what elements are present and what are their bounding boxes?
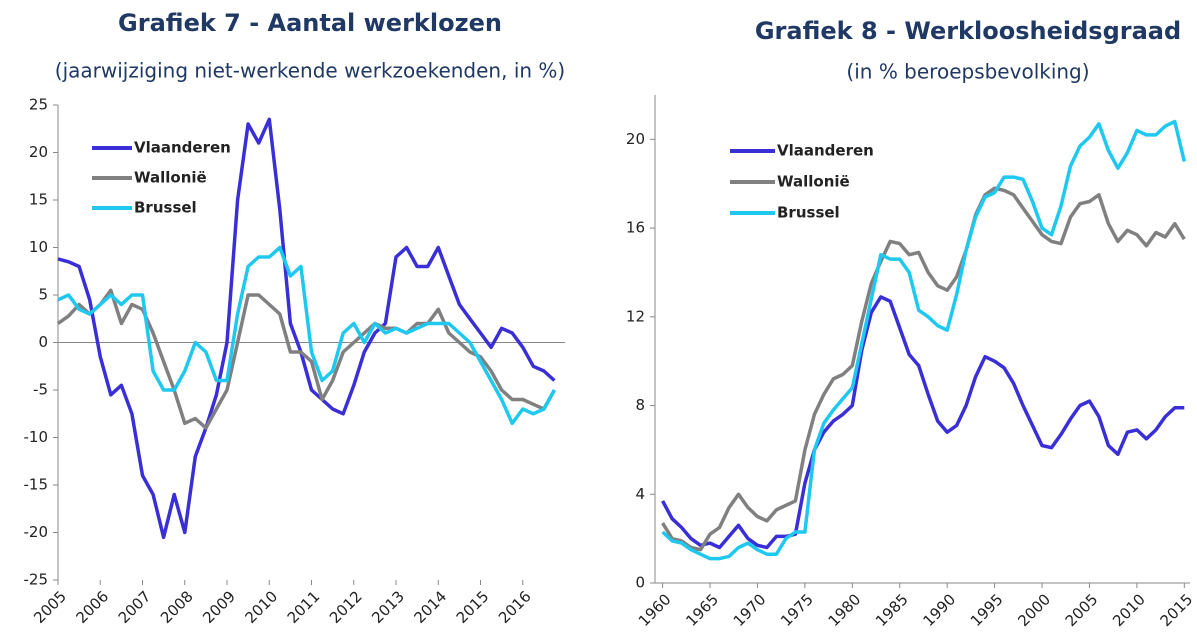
x-tick-label: 2015 bbox=[453, 587, 493, 627]
chart-subtitle: (in % beroepsbevolking) bbox=[846, 60, 1089, 84]
x-tick-label: 2012 bbox=[326, 587, 366, 627]
y-tick-label: 0 bbox=[38, 333, 48, 351]
series-line bbox=[661, 295, 1185, 550]
chart-title: Grafiek 7 - Aantal werklozen bbox=[118, 9, 502, 37]
y-tick-label: -15 bbox=[24, 476, 49, 494]
x-tick-label: 2011 bbox=[284, 587, 324, 627]
x-tick-label: 2010 bbox=[242, 587, 282, 627]
x-tick-label: 2016 bbox=[495, 587, 535, 627]
x-tick-label: 2014 bbox=[411, 587, 451, 627]
y-tick-label: 8 bbox=[635, 396, 645, 414]
legend-label: Vlaanderen bbox=[134, 139, 231, 157]
legend-label: Brussel bbox=[777, 204, 840, 222]
y-tick-label: 25 bbox=[29, 96, 48, 114]
x-tick-label: 1970 bbox=[730, 590, 770, 630]
x-tick-label: 2009 bbox=[199, 587, 239, 627]
y-tick-label: 16 bbox=[626, 219, 645, 237]
x-tick-label: 1980 bbox=[825, 590, 865, 630]
chart-subtitle: (jaarwijziging niet-werkende werkzoekend… bbox=[55, 59, 565, 83]
legend-label: Wallonië bbox=[134, 169, 207, 187]
x-tick-label: 1960 bbox=[635, 590, 675, 630]
legend-label: Wallonië bbox=[777, 173, 850, 191]
x-tick-label: 2007 bbox=[115, 587, 155, 627]
x-tick-label: 2015 bbox=[1157, 590, 1197, 630]
y-tick-label: 5 bbox=[38, 286, 48, 304]
series-line bbox=[56, 288, 556, 430]
y-tick-label: -25 bbox=[24, 571, 49, 589]
x-tick-label: 2005 bbox=[1062, 590, 1102, 630]
x-tick-label: 2010 bbox=[1109, 590, 1149, 630]
series-line bbox=[57, 117, 556, 540]
y-tick-label: -20 bbox=[24, 523, 49, 541]
x-tick-label: 1990 bbox=[919, 590, 959, 630]
x-tick-label: 1995 bbox=[967, 590, 1007, 630]
series-line bbox=[661, 186, 1186, 552]
legend-label: Vlaanderen bbox=[777, 142, 874, 160]
x-tick-label: 2005 bbox=[30, 587, 70, 627]
y-tick-label: 20 bbox=[29, 143, 48, 161]
x-tick-label: 1965 bbox=[682, 590, 722, 630]
x-tick-label: 2013 bbox=[368, 587, 408, 627]
x-tick-label: 2000 bbox=[1014, 590, 1054, 630]
legend-label: Brussel bbox=[134, 199, 197, 217]
y-tick-label: 4 bbox=[635, 485, 645, 503]
chart-title: Grafiek 8 - Werkloosheidsgraad bbox=[755, 17, 1181, 45]
series-line bbox=[57, 245, 556, 426]
y-tick-label: 10 bbox=[29, 238, 48, 256]
y-tick-label: 0 bbox=[635, 574, 645, 592]
y-tick-label: 15 bbox=[29, 191, 48, 209]
x-tick-label: 1985 bbox=[872, 590, 912, 630]
x-tick-label: 2006 bbox=[73, 587, 113, 627]
y-tick-label: -5 bbox=[33, 381, 48, 399]
y-tick-label: 12 bbox=[626, 307, 645, 325]
y-tick-label: 20 bbox=[626, 130, 645, 148]
x-tick-label: 1975 bbox=[777, 590, 817, 630]
series-line bbox=[661, 119, 1187, 561]
x-tick-label: 2008 bbox=[157, 587, 197, 627]
y-tick-label: -10 bbox=[24, 428, 49, 446]
